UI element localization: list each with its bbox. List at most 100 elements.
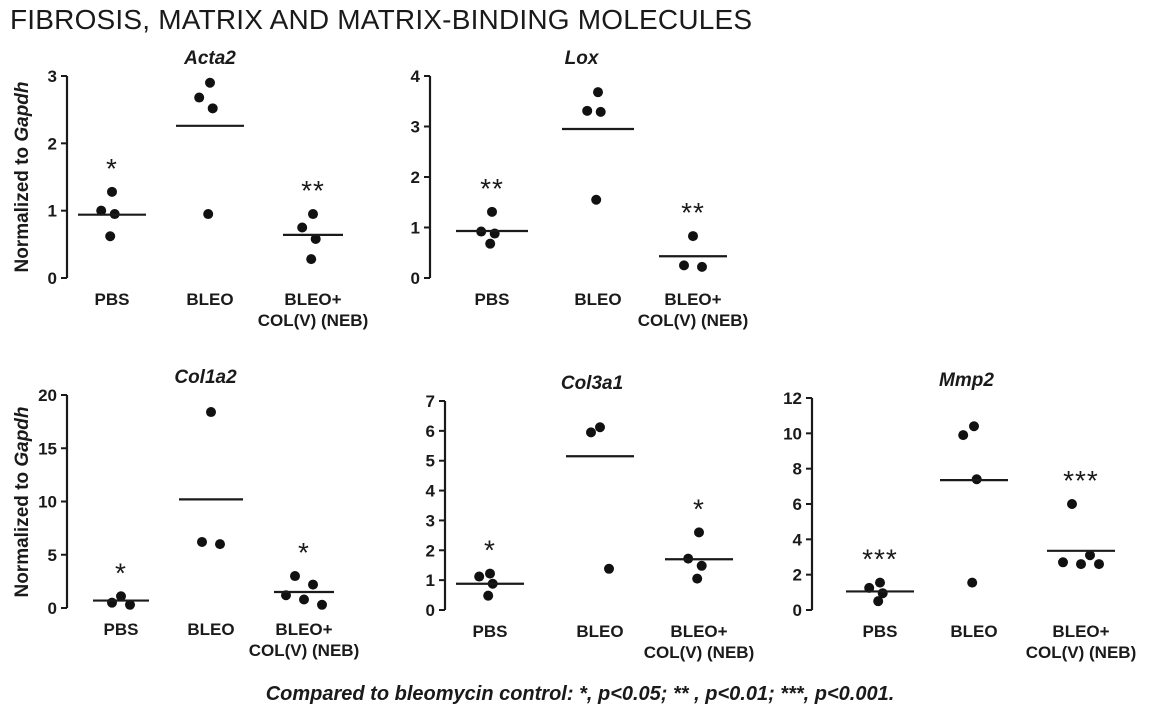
data-point xyxy=(1076,559,1086,570)
x-category-label: PBS xyxy=(475,290,510,309)
y-tick-label: 20 xyxy=(38,386,57,405)
panel-title: Acta2 xyxy=(183,48,236,69)
y-tick-label: 8 xyxy=(793,460,802,479)
x-category-label: BLEO+ xyxy=(1052,622,1109,641)
significance-marker: * xyxy=(298,537,310,568)
data-point xyxy=(483,590,494,601)
y-tick-label: 10 xyxy=(783,424,802,443)
data-point xyxy=(197,536,207,547)
data-point xyxy=(206,407,216,418)
data-point xyxy=(317,599,327,610)
x-category-label: COL(V) (NEB) xyxy=(249,641,359,660)
data-point xyxy=(485,568,495,579)
y-tick-label: 2 xyxy=(411,168,420,187)
x-category-label: BLEO xyxy=(187,620,234,639)
data-point xyxy=(203,209,214,220)
data-point xyxy=(105,231,116,242)
data-point xyxy=(485,238,496,249)
y-tick-label: 5 xyxy=(426,452,435,471)
panel-title: Col1a2 xyxy=(174,367,237,388)
data-point xyxy=(694,527,704,538)
y-tick-label: 3 xyxy=(48,67,57,86)
y-tick-label: 1 xyxy=(48,202,57,221)
x-category-label: COL(V) (NEB) xyxy=(644,643,754,662)
x-category-label: BLEO xyxy=(574,290,621,309)
figure-footnote: Compared to bleomycin control: *, p<0.05… xyxy=(265,683,895,705)
data-point xyxy=(595,106,606,117)
x-category-label: PBS xyxy=(104,620,139,639)
y-tick-label: 2 xyxy=(793,566,802,585)
panel-mmp2: Mmp2 0 2 4 6 8 10 12 PBS BLEO BLEO+ COL(V) (NEB) ***… xyxy=(783,370,1136,662)
y-tick-label: 0 xyxy=(48,269,57,288)
y-tick-label: 3 xyxy=(411,118,420,137)
data-point xyxy=(697,261,707,272)
data-point xyxy=(958,430,969,441)
significance-marker: * xyxy=(484,535,496,566)
data-point xyxy=(207,103,218,114)
y-tick-label: 1 xyxy=(411,219,420,238)
data-point xyxy=(582,105,593,116)
significance-marker: ** xyxy=(681,197,705,228)
data-point xyxy=(308,579,318,590)
significance-marker: * xyxy=(115,557,127,588)
x-category-label: BLEO xyxy=(576,622,623,641)
y-tick-label: 10 xyxy=(38,493,57,512)
data-point xyxy=(205,77,215,88)
x-category-label: BLEO+ xyxy=(670,622,727,641)
y-tick-label: 5 xyxy=(48,546,57,565)
data-point xyxy=(306,254,317,265)
x-category-label: BLEO xyxy=(186,290,233,309)
y-tick-label: 2 xyxy=(48,134,57,153)
significance-marker: * xyxy=(693,493,705,524)
y-tick-label: 6 xyxy=(793,495,802,514)
significance-marker: ** xyxy=(301,175,325,206)
panel-lox: Lox 0 1 2 3 4 PBS BLEO BLEO+ COL(V) (NEB) ** ** xyxy=(411,48,749,330)
figure-title: FIBROSIS, MATRIX AND MATRIX-BINDING MOLE… xyxy=(10,4,753,35)
data-point xyxy=(1094,559,1104,570)
data-point xyxy=(595,422,605,433)
data-point xyxy=(967,577,978,588)
y-tick-label: 0 xyxy=(48,599,57,618)
data-point xyxy=(116,591,126,602)
y-tick-label: 12 xyxy=(783,389,802,408)
data-point xyxy=(107,186,117,197)
significance-marker: *** xyxy=(862,544,898,575)
panel-title: Lox xyxy=(565,48,600,69)
data-point xyxy=(688,231,698,242)
y-tick-label: 4 xyxy=(793,530,803,549)
data-point xyxy=(215,539,225,550)
y-tick-label: 15 xyxy=(38,439,57,458)
y-tick-label: 6 xyxy=(426,422,435,441)
data-point xyxy=(873,596,884,607)
y-tick-label: 1 xyxy=(426,571,435,590)
x-category-label: BLEO+ xyxy=(284,290,341,309)
data-point xyxy=(487,206,497,217)
data-point xyxy=(308,209,318,220)
data-point xyxy=(1085,550,1095,561)
x-category-label: PBS xyxy=(473,622,508,641)
data-point xyxy=(96,205,107,216)
significance-marker: *** xyxy=(1063,465,1099,496)
data-point xyxy=(474,571,485,582)
data-point xyxy=(297,222,308,233)
panel-title: Col3a1 xyxy=(561,373,623,394)
data-point xyxy=(591,194,602,205)
data-point xyxy=(299,594,309,605)
data-point xyxy=(194,92,205,103)
significance-marker: * xyxy=(106,153,118,184)
x-category-label: BLEO+ xyxy=(275,620,332,639)
y-axis-label: Normalized to Gapdh xyxy=(12,81,33,272)
panel-title: Mmp2 xyxy=(939,370,994,391)
data-point xyxy=(593,87,603,98)
x-category-label: BLEO+ xyxy=(664,290,721,309)
x-category-label: PBS xyxy=(95,290,130,309)
x-category-label: PBS xyxy=(863,622,898,641)
y-tick-label: 0 xyxy=(793,601,802,620)
data-point xyxy=(679,260,689,271)
data-point xyxy=(875,577,885,588)
y-tick-label: 4 xyxy=(426,482,436,501)
data-point xyxy=(586,427,596,438)
data-point xyxy=(125,599,135,610)
x-category-label: COL(V) (NEB) xyxy=(1026,643,1136,662)
